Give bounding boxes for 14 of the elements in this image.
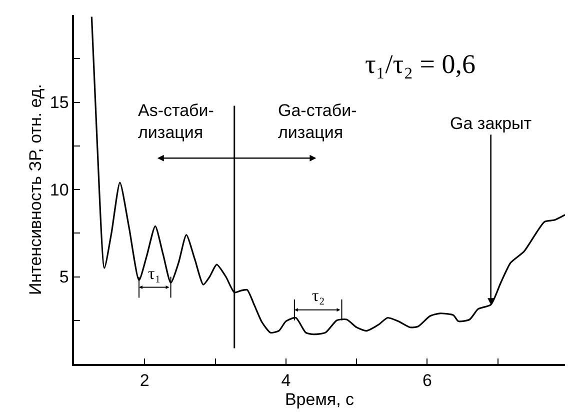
y-tick-label: 10: [50, 180, 69, 200]
x-tick-label: 2: [140, 371, 150, 390]
annotation: τ₁/τ₂ = 0,6: [365, 49, 476, 79]
annotation: Ga-стаби- лизация: [278, 101, 357, 142]
x-tick-label: 4: [281, 371, 291, 390]
x-axis-title: Время, с: [284, 390, 355, 410]
y-axis-title: Интенсивность ЗР, отн. ед.: [26, 84, 45, 296]
annotation: τ₂: [312, 286, 325, 305]
y-tick-label: 5: [59, 268, 69, 287]
annotation: τ₁: [148, 264, 161, 283]
x-tick-label: 6: [422, 371, 432, 390]
y-tick-label: 15: [50, 93, 69, 112]
annotation: As-стаби- лизация: [138, 101, 214, 142]
annotation: Ga закрыт: [450, 114, 532, 133]
